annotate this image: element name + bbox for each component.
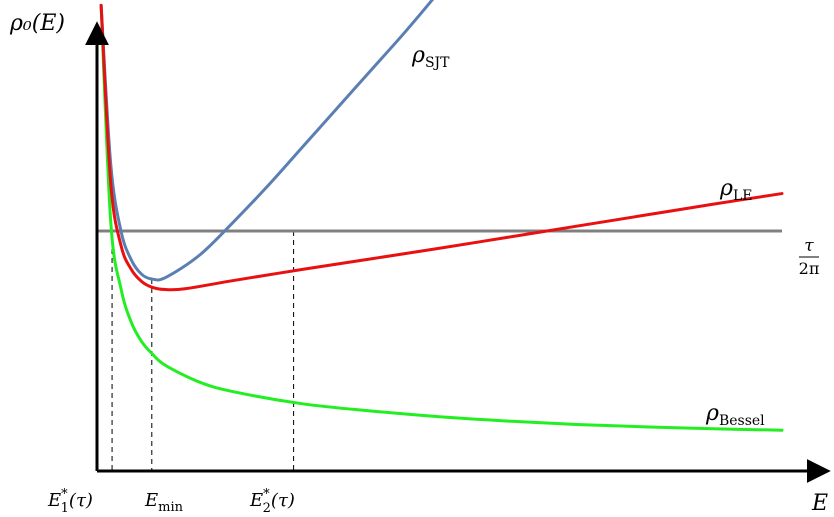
series-line-le <box>99 3 784 292</box>
series-label-bessel: ρBessel <box>705 401 765 429</box>
marker-label-1: E* 1(τ) <box>47 487 93 516</box>
y-axis-label: ρ₀(E) <box>9 11 65 36</box>
axes <box>85 21 831 483</box>
marker-label-2: Emin <box>144 490 184 515</box>
series-labels: ρSJT ρLE ρBessel <box>411 43 765 429</box>
hline-label-numerator: τ <box>804 236 814 256</box>
series-line-sjt <box>99 0 435 282</box>
marker-labels: E* 1(τ) Emin E* 2(τ) <box>47 487 295 516</box>
curves <box>99 0 784 432</box>
marker-label-3: E* 2(τ) <box>249 487 295 516</box>
hline-label: τ 2π <box>799 236 820 278</box>
x-axis-label: E <box>811 491 828 516</box>
series-label-sjt: ρSJT <box>411 43 450 71</box>
hline-label-denominator: 2π <box>799 259 820 278</box>
series-line-bessel <box>99 3 784 432</box>
guide-lines <box>111 231 295 471</box>
series-label-le: ρLE <box>719 176 752 204</box>
